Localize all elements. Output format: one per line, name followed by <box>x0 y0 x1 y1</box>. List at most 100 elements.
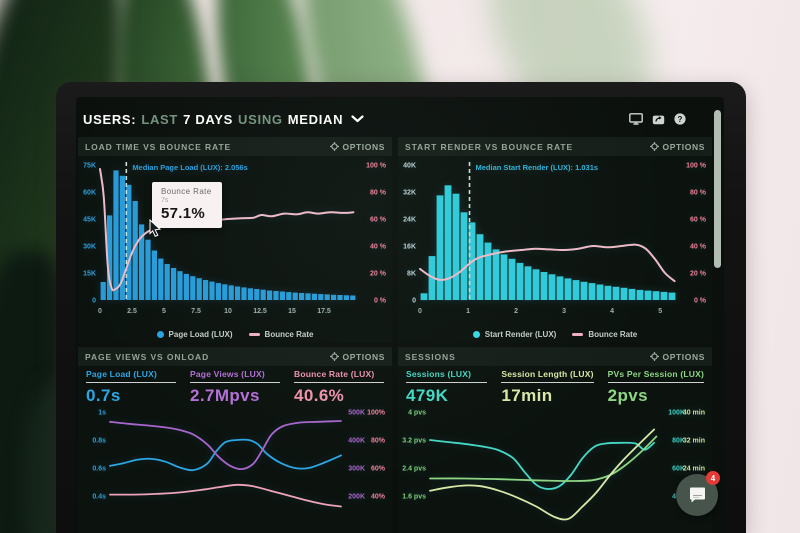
panel-title: START RENDER VS BOUNCE RATE <box>405 141 574 152</box>
legend-bounce-rate[interactable]: Bounce Rate <box>572 330 637 339</box>
metric-sessions[interactable]: Sessions (LUX) 479K <box>406 369 488 405</box>
svg-text:60 %: 60 % <box>370 217 387 224</box>
metric-page-load[interactable]: Page Load (LUX) 0.7s <box>86 369 176 405</box>
svg-text:80%: 80% <box>371 438 386 445</box>
svg-text:12.5: 12.5 <box>253 308 267 315</box>
chat-widget-button[interactable]: 4 <box>676 471 720 516</box>
metric-page-views[interactable]: Page Views (LUX) 2.7Mpvs <box>190 369 280 405</box>
svg-text:100 %: 100 % <box>686 163 707 170</box>
svg-text:300K: 300K <box>348 466 365 473</box>
title-using: USING <box>238 111 283 127</box>
svg-text:0 %: 0 % <box>374 298 387 305</box>
panel-load-time: LOAD TIME VS BOUNCE RATE OPTIONS 75K 60K 4… <box>78 137 392 343</box>
svg-text:40%: 40% <box>371 494 386 501</box>
metric-session-length[interactable]: Session Length (LUX) 17min <box>501 369 594 405</box>
options-button[interactable]: OPTIONS <box>329 352 385 362</box>
svg-text:40 min: 40 min <box>683 410 705 417</box>
tooltip-x-value: 7s <box>161 197 169 204</box>
svg-text:3: 3 <box>562 308 566 315</box>
monitor-icon[interactable] <box>629 113 643 125</box>
svg-text:30K: 30K <box>83 244 96 251</box>
tooltip-title: Bounce Rate <box>161 187 212 196</box>
svg-text:200K: 200K <box>348 494 365 501</box>
panel-header: PAGE VIEWS VS ONLOAD OPTIONS <box>78 347 392 366</box>
panel-start-render: START RENDER VS BOUNCE RATE OPTIONS 40K 3… <box>398 137 712 343</box>
svg-text:2: 2 <box>514 308 518 315</box>
svg-text:75K: 75K <box>83 163 96 170</box>
panel-header: SESSIONS OPTIONS <box>398 347 712 366</box>
chart-legend: Page Load (LUX) Bounce Rate <box>78 330 392 339</box>
tooltip-value: 57.1% <box>161 205 206 222</box>
svg-text:80K: 80K <box>672 438 685 445</box>
svg-text:?: ? <box>678 115 683 124</box>
chevron-down-icon <box>351 115 364 123</box>
series-dot-icon <box>472 331 480 338</box>
svg-text:40K: 40K <box>403 163 416 170</box>
svg-text:0: 0 <box>418 308 422 315</box>
svg-text:32K: 32K <box>403 190 416 197</box>
legend-start-render[interactable]: Start Render (LUX) <box>472 330 556 339</box>
svg-text:0 %: 0 % <box>694 298 707 305</box>
metric-row: Sessions (LUX) 479K Session Length (LUX)… <box>398 366 712 405</box>
svg-text:16K: 16K <box>403 244 416 251</box>
svg-text:400K: 400K <box>348 438 365 445</box>
panel-page-views: PAGE VIEWS VS ONLOAD OPTIONS Page Load (… <box>78 347 392 533</box>
options-button[interactable]: OPTIONS <box>649 352 705 362</box>
svg-text:17.5: 17.5 <box>317 308 331 315</box>
metric-bounce-rate[interactable]: Bounce Rate (LUX) 40.6% <box>294 369 384 405</box>
svg-text:0.6s: 0.6s <box>92 466 106 473</box>
svg-text:20 %: 20 % <box>370 271 387 278</box>
svg-text:80 %: 80 % <box>370 190 387 197</box>
dashboard-screen: USERS: LAST 7 DAYS USING MEDIAN <box>76 97 724 533</box>
title-days: 7 DAYS <box>183 111 234 127</box>
svg-text:0: 0 <box>98 308 102 315</box>
svg-text:32 min: 32 min <box>683 438 705 445</box>
share-icon[interactable] <box>652 113 665 125</box>
legend-page-load[interactable]: Page Load (LUX) <box>156 330 233 339</box>
page-views-chart[interactable]: 1s 0.8s 0.6s 0.4s 500K 400K 300K 200K 100% 80% 60%… <box>78 405 392 533</box>
svg-text:15K: 15K <box>83 271 96 278</box>
svg-text:500K: 500K <box>348 410 365 417</box>
svg-text:1: 1 <box>466 308 470 315</box>
gear-icon <box>329 142 339 151</box>
svg-text:4 pvs: 4 pvs <box>408 410 426 417</box>
options-button[interactable]: OPTIONS <box>649 142 705 152</box>
title-median: MEDIAN <box>287 111 344 127</box>
load-time-chart[interactable]: 75K 60K 45K 30K 15K 0 100 % 80 % 60 % 40 % 20 % 0 %… <box>78 156 392 319</box>
notification-badge: 4 <box>706 471 720 485</box>
start-render-chart[interactable]: 40K 32K 24K 16K 8K 0 100 % 80 % 60 % 40 % 20 % 0 % 0… <box>398 156 712 319</box>
svg-text:1.6 pvs: 1.6 pvs <box>402 494 426 501</box>
gear-icon <box>329 352 339 361</box>
svg-text:40 %: 40 % <box>370 244 387 251</box>
options-button[interactable]: OPTIONS <box>329 142 385 152</box>
metric-pvs-per-session[interactable]: PVs Per Session (LUX) 2pvs <box>607 369 704 405</box>
svg-text:24 min: 24 min <box>683 466 705 473</box>
app-header: USERS: LAST 7 DAYS USING MEDIAN <box>83 106 686 132</box>
svg-text:60%: 60% <box>371 466 386 473</box>
series-dash-icon <box>248 333 260 336</box>
svg-text:Median Page Load (LUX): 2.056s: Median Page Load (LUX): 2.056s <box>132 163 247 172</box>
legend-bounce-rate[interactable]: Bounce Rate <box>248 330 313 339</box>
gear-icon <box>649 352 659 361</box>
svg-text:5: 5 <box>658 308 662 315</box>
svg-text:8K: 8K <box>407 271 416 278</box>
svg-text:0: 0 <box>412 298 416 305</box>
help-icon[interactable]: ? <box>674 113 686 125</box>
panel-header: START RENDER VS BOUNCE RATE OPTIONS <box>398 137 712 156</box>
title-last: LAST <box>141 111 179 127</box>
svg-text:7.5: 7.5 <box>191 308 201 315</box>
mouse-cursor <box>149 218 163 242</box>
svg-text:60K: 60K <box>83 190 96 197</box>
svg-text:60K: 60K <box>672 466 685 473</box>
svg-text:2.5: 2.5 <box>127 308 137 315</box>
svg-text:1s: 1s <box>98 410 106 417</box>
panel-grid: LOAD TIME VS BOUNCE RATE OPTIONS 75K 60K 4… <box>78 137 712 533</box>
date-range-dropdown[interactable]: USERS: LAST 7 DAYS USING MEDIAN <box>83 112 364 127</box>
gear-icon <box>649 142 659 151</box>
bounce-rate-tooltip: Bounce Rate 7s 57.1% <box>149 182 222 237</box>
metric-row: Page Load (LUX) 0.7s Page Views (LUX) 2.… <box>78 366 392 405</box>
panel-header: LOAD TIME VS BOUNCE RATE OPTIONS <box>78 137 392 156</box>
scrollbar-thumb[interactable] <box>714 110 721 268</box>
